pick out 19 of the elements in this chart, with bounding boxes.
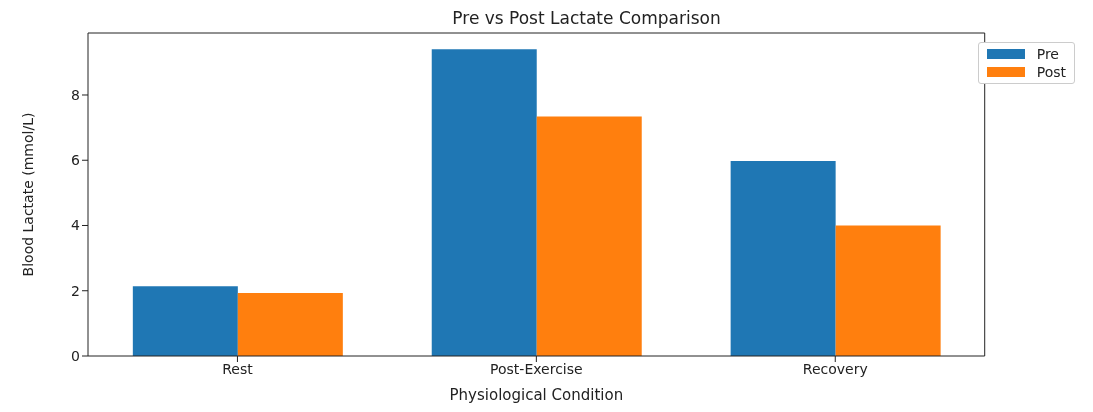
y-tick-label: 8 (71, 86, 80, 103)
x-tick-label: Rest (222, 360, 254, 377)
bar (835, 225, 941, 356)
bar (237, 293, 343, 356)
bar (730, 160, 836, 356)
legend-label: Post (1036, 63, 1066, 81)
chart-title: Pre vs Post Lactate Comparison (451, 8, 722, 28)
bar (536, 116, 642, 356)
y-axis-title: Blood Lactate (mmol/L) (19, 112, 36, 277)
x-tick-label: Recovery (802, 360, 868, 377)
y-tick-label: 6 (71, 152, 81, 169)
legend-label: Pre (1036, 45, 1059, 63)
y-tick-label: 4 (71, 217, 81, 234)
x-tick-label: Post-Exercise (490, 360, 583, 377)
x-axis-title: Physiological Condition (449, 386, 624, 404)
y-tick-label: 0 (71, 347, 80, 364)
y-tick-label: 2 (71, 282, 80, 299)
bar (431, 49, 537, 356)
bar (132, 286, 238, 356)
